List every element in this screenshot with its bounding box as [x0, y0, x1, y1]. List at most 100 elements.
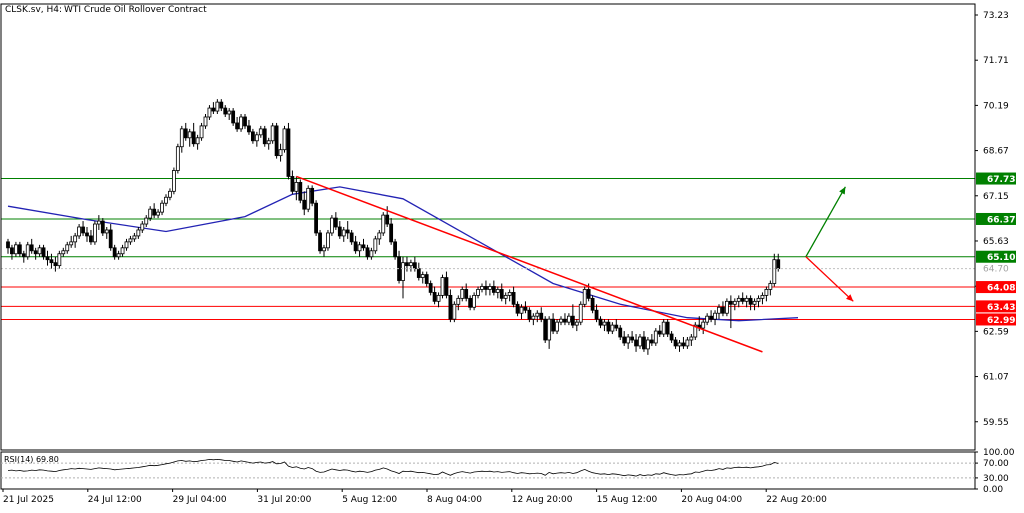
candle-body-bearish [563, 318, 567, 323]
candle [349, 229, 354, 245]
candle-body-bullish [401, 262, 405, 281]
candle [41, 244, 46, 260]
candle [361, 238, 366, 251]
candle-body-bearish [250, 131, 255, 142]
time-tick-label: 20 Aug 04:00 [681, 495, 742, 505]
candle-body-bullish [705, 315, 710, 323]
rsi-tick-label: 30.00 [983, 474, 1009, 484]
candle-body-bearish [112, 247, 117, 258]
candle-body-bearish [448, 294, 453, 320]
candle-body-bullish [764, 289, 769, 296]
candle [274, 122, 279, 159]
candle-body-bullish [440, 277, 445, 296]
candle [341, 227, 346, 242]
candle [85, 227, 89, 242]
candle [116, 250, 121, 260]
candle-body-bearish [598, 318, 603, 326]
candle [160, 200, 164, 216]
candle-body-bearish [345, 229, 350, 234]
candle [333, 212, 338, 230]
candle-body-bullish [254, 134, 259, 142]
candle-body-bullish [480, 286, 484, 290]
candle [393, 238, 398, 260]
candle-body-bullish [128, 238, 133, 243]
candle [638, 334, 642, 349]
candle [207, 105, 212, 120]
candle-body-bearish [416, 268, 421, 278]
candle [618, 325, 623, 340]
candle-body-bullish [460, 289, 465, 299]
candle [436, 292, 441, 308]
candle-body-bullish [239, 116, 243, 130]
level-tag-box [976, 313, 1016, 326]
price-tick-label: 62.59 [983, 327, 1009, 337]
candle-body-bullish [73, 235, 78, 243]
candle [551, 313, 555, 335]
candle [243, 114, 247, 129]
candle-body-bullish [381, 214, 386, 234]
candle-body-bearish [21, 253, 26, 258]
candle [168, 188, 172, 201]
rsi-label: RSI(14) 69.80 [4, 455, 59, 464]
rsi-plot-frame [0, 451, 976, 490]
levels-layer [1, 178, 975, 320]
candle-body-bearish [606, 321, 611, 332]
candle [89, 229, 93, 245]
current-price-label: 64.70 [983, 265, 1009, 275]
time-tick-label: 5 Aug 12:00 [342, 495, 397, 505]
candle [49, 253, 54, 269]
candle-body-bullish [160, 202, 164, 213]
candle-body-bullish [717, 306, 721, 314]
candle [432, 286, 437, 305]
candle-body-bullish [13, 244, 18, 255]
candle-body-bearish [543, 318, 548, 341]
candle [385, 206, 390, 227]
candle [590, 295, 595, 314]
candle-body-bearish [243, 116, 247, 127]
candle-body-bearish [634, 339, 638, 347]
candle-body-bullish [713, 312, 717, 320]
candle [17, 241, 22, 257]
candle-body-bearish [108, 229, 113, 249]
candle-body-bullish [132, 235, 137, 240]
price-tick-label: 68.67 [983, 147, 1009, 157]
candle [373, 235, 378, 254]
candle-body-bullish [519, 306, 524, 314]
candle [231, 108, 236, 126]
level-tag-box [976, 172, 1016, 185]
candle-body-bullish [175, 146, 180, 171]
candle [10, 244, 14, 260]
candle-body-bullish [37, 247, 42, 255]
candle [574, 319, 579, 332]
candle [412, 256, 417, 272]
candle [740, 292, 745, 305]
candle [270, 122, 275, 144]
candle [752, 298, 757, 311]
candle-body-bullish [207, 107, 212, 118]
time-tick-label: 15 Aug 12:00 [597, 495, 658, 505]
candle [254, 131, 259, 147]
candle-body-bearish [594, 309, 599, 320]
candle [219, 99, 224, 112]
price-axis: 73.2371.7170.1968.6767.1565.6364.1162.59… [0, 3, 1009, 451]
candle [93, 221, 97, 245]
candle [602, 319, 607, 332]
price-tick-label: 67.15 [983, 192, 1009, 202]
candle [397, 250, 401, 284]
candle-body-bullish [57, 253, 62, 267]
candle-body-bearish [709, 315, 713, 320]
rsi-tick-label: 0.00 [983, 485, 1003, 495]
candle-body-bullish [96, 220, 101, 225]
candle-body-bearish [570, 315, 575, 326]
level-tag: 66.37 [976, 212, 1016, 225]
candle [369, 247, 374, 260]
candle-body-bearish [748, 297, 753, 305]
candle-body-bearish [484, 286, 488, 290]
candle-body-bearish [721, 306, 725, 314]
candle [701, 319, 706, 335]
candle-body-bullish [329, 217, 334, 234]
candle [69, 235, 74, 248]
candle [736, 295, 741, 308]
candle [53, 256, 58, 272]
